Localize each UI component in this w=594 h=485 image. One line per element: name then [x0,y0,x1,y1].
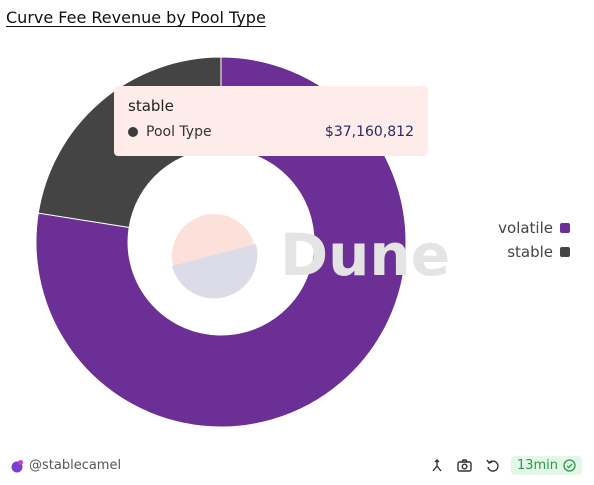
tooltip-row: Pool Type $37,160,812 [128,124,414,140]
chart-tooltip: stable Pool Type $37,160,812 [114,86,428,156]
legend-item-volatile[interactable]: volatile [498,216,570,240]
camera-icon[interactable] [457,458,473,474]
author-link[interactable]: @stablecamel [10,458,121,473]
tooltip-series-label: Pool Type [146,124,212,140]
tooltip-title: stable [128,97,174,115]
watermark-text: Dune [280,221,450,289]
dune-watermark: Dune [172,214,450,299]
watermark-logo-bottom [172,244,258,299]
chart-legend: volatile stable [498,216,570,264]
chart-title: Curve Fee Revenue by Pool Type [6,8,266,27]
freshness-text: 13min [516,458,558,473]
legend-item-stable[interactable]: stable [498,240,570,264]
footer-tools: 13min [417,456,582,475]
legend-label: stable [507,243,553,261]
tooltip-value: $37,160,812 [324,124,414,140]
tooltip-series-dot [128,127,138,137]
author-name: @stablecamel [29,458,122,473]
refresh-icon[interactable] [485,458,501,474]
footer: @stablecamel 13min [0,456,594,480]
legend-swatch [560,223,570,233]
legend-swatch [560,247,570,257]
fork-icon[interactable] [429,458,445,474]
legend-label: volatile [498,219,553,237]
author-avatar-icon [11,459,23,472]
freshness-badge: 13min [510,456,582,475]
check-circle-icon [563,459,576,472]
